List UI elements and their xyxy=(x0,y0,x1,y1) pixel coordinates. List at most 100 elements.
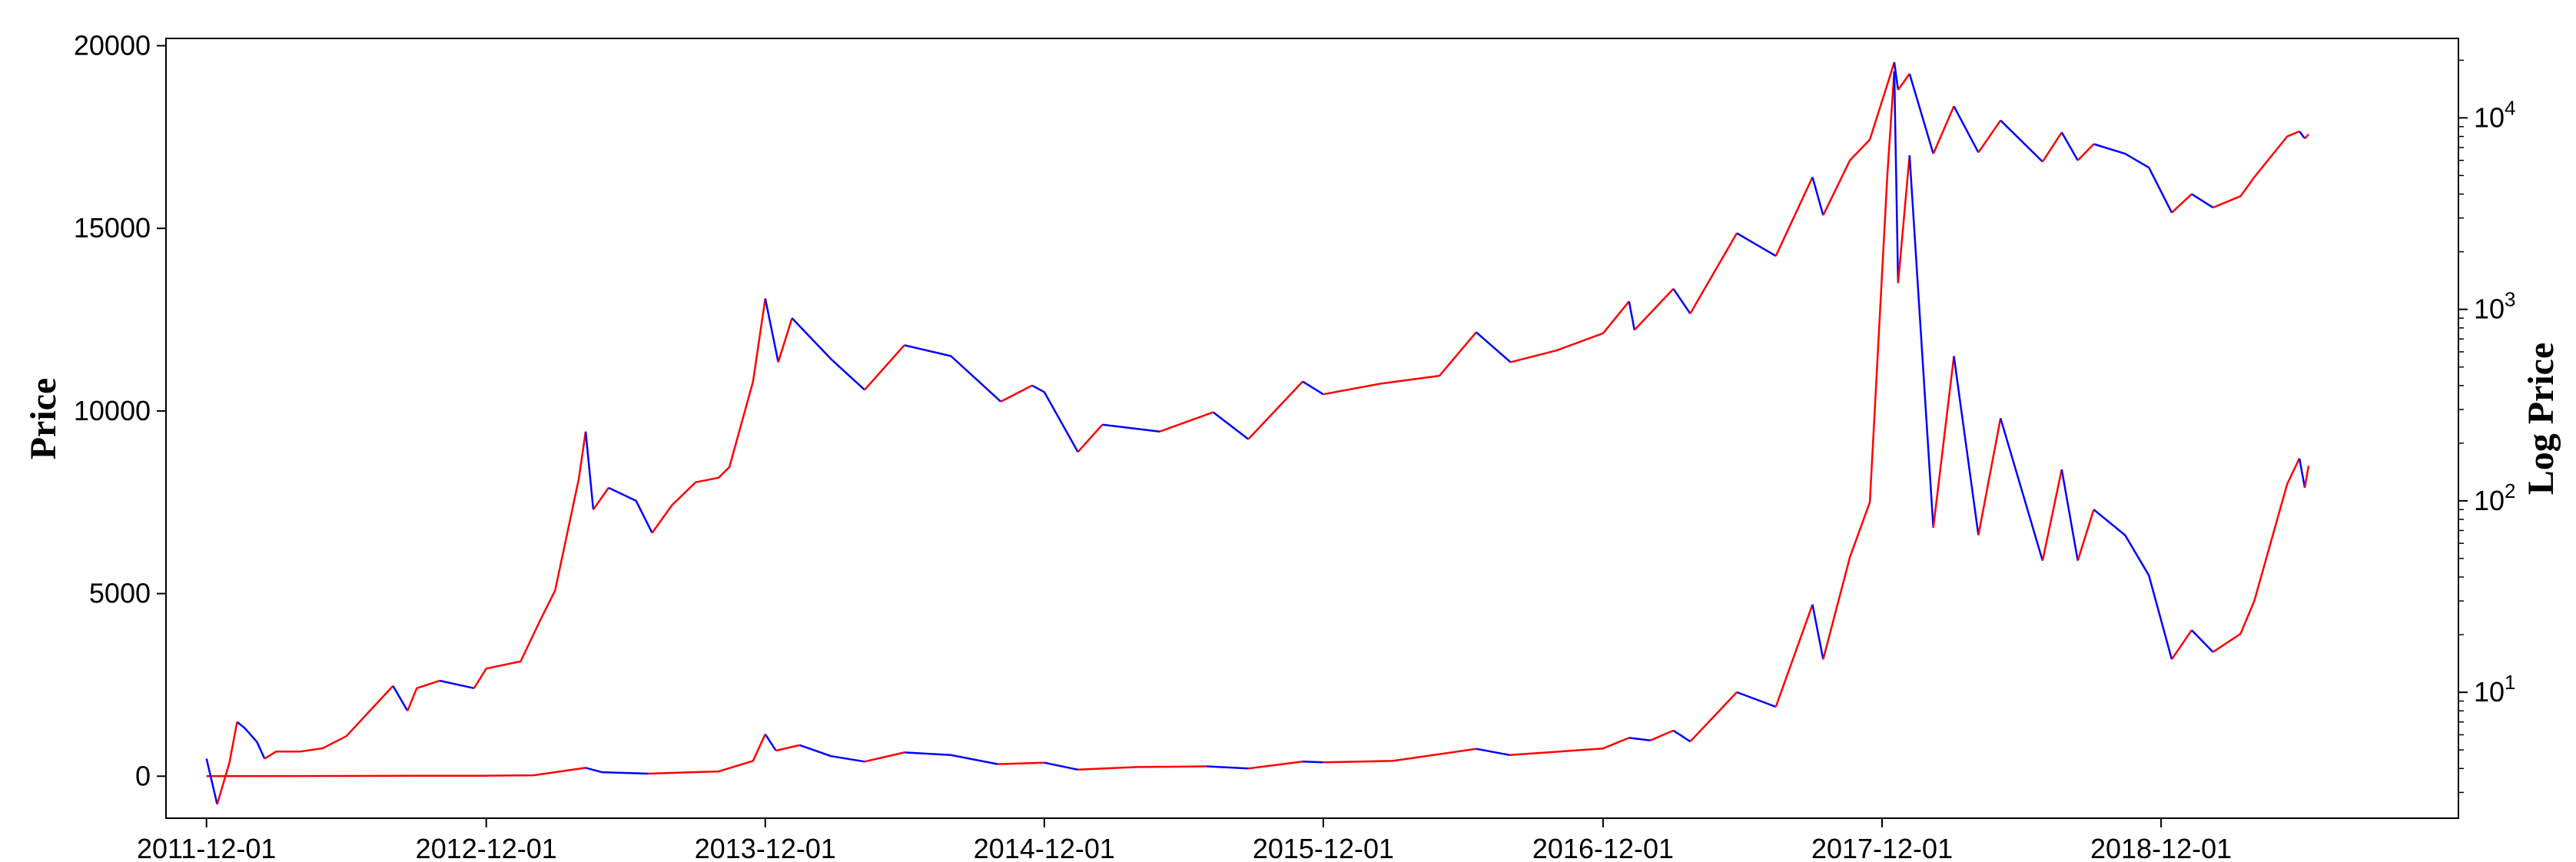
series-segment xyxy=(1323,748,1477,764)
series-segment xyxy=(1077,423,1104,453)
right-tick-label: 104 xyxy=(2474,96,2516,133)
series-segment xyxy=(775,744,800,752)
series-segment xyxy=(1323,331,1477,396)
series-segment xyxy=(205,758,218,805)
series-segment xyxy=(1953,356,1980,535)
right-y-axis-title: Log Price xyxy=(2521,343,2561,496)
series-segment xyxy=(2093,509,2173,660)
series-segment xyxy=(2060,131,2079,161)
x-tick-label: 2017-12-01 xyxy=(1811,833,1953,862)
series-segment xyxy=(1303,761,1323,764)
right-tick-label: 102 xyxy=(2474,479,2516,516)
x-tick-label: 2013-12-01 xyxy=(695,833,836,862)
series-segment xyxy=(1633,288,1675,331)
right-tick-label: 101 xyxy=(2474,671,2516,708)
series-segment xyxy=(1953,105,1980,153)
series-segment xyxy=(2000,418,2044,562)
left-tick-label: 10000 xyxy=(74,395,151,426)
series-segment xyxy=(1811,604,1824,660)
series-segment xyxy=(1159,411,1214,433)
series-segment xyxy=(1893,61,1900,91)
series-segment xyxy=(1248,761,1303,770)
x-tick-label: 2018-12-01 xyxy=(2090,833,2232,862)
series-segment xyxy=(1736,691,1777,708)
series-segment xyxy=(1893,71,1900,283)
series-segment xyxy=(2171,193,2193,214)
series-segment xyxy=(1650,729,1674,741)
right-y-axis: 101 102 103 104 xyxy=(2458,59,2516,794)
series-segment xyxy=(799,744,865,763)
x-tick-label: 2014-12-01 xyxy=(974,833,1115,862)
series-segment xyxy=(1044,761,1078,771)
series-segment xyxy=(2298,458,2306,489)
series-segment xyxy=(1077,765,1207,771)
series-segment xyxy=(473,431,587,689)
series-segment xyxy=(236,721,266,760)
x-tick-label: 2015-12-01 xyxy=(1253,833,1394,862)
series-segment xyxy=(1628,301,1636,330)
series-segment xyxy=(2303,465,2310,489)
series-segment xyxy=(1908,155,1934,529)
x-tick-label: 2016-12-01 xyxy=(1532,833,1674,862)
series-line-price xyxy=(206,71,2310,777)
series-segment xyxy=(2000,119,2043,163)
series-segment xyxy=(2299,131,2306,140)
plot-frame xyxy=(165,38,2459,819)
left-tick-label: 15000 xyxy=(74,212,151,244)
series-segment xyxy=(1476,748,1510,757)
series-segment xyxy=(2213,130,2300,209)
series-segment xyxy=(1476,331,1512,363)
series-segment xyxy=(1736,232,1777,257)
series-segment xyxy=(651,298,767,534)
series-segment xyxy=(764,734,777,751)
series-segment xyxy=(1102,423,1160,433)
series-segment xyxy=(592,487,609,511)
plot-lines xyxy=(205,61,2310,805)
left-tick-label: 20000 xyxy=(74,30,151,61)
series-segment xyxy=(2076,509,2095,562)
series-line-log-price xyxy=(205,61,2309,805)
series-segment xyxy=(1908,73,1934,154)
series-segment xyxy=(264,685,394,760)
x-tick-label: 2012-12-01 xyxy=(416,833,557,862)
series-segment xyxy=(1897,154,1911,283)
series-segment xyxy=(1932,105,1955,154)
series-segment xyxy=(1774,604,1814,708)
series-segment xyxy=(2076,143,2095,161)
series-segment xyxy=(1977,119,2002,154)
series-segment xyxy=(1672,288,1691,314)
series-segment xyxy=(608,486,653,534)
x-axis: 2011-12-01 2012-12-01 2013-12-01 2014-12-01… xyxy=(137,818,2232,862)
series-segment xyxy=(2060,469,2079,562)
series-segment xyxy=(2093,143,2173,214)
series-segment xyxy=(864,344,905,391)
series-segment xyxy=(1689,232,1738,314)
series-segment xyxy=(791,317,865,391)
series-segment xyxy=(1811,177,1824,216)
series-segment xyxy=(2191,193,2214,209)
series-segment xyxy=(206,767,586,777)
series-segment xyxy=(904,751,998,765)
series-segment xyxy=(648,734,766,775)
series-segment xyxy=(2041,469,2063,562)
series-segment xyxy=(1774,177,1814,257)
series-segment xyxy=(216,721,238,805)
series-segment xyxy=(1212,411,1250,440)
series-segment xyxy=(1510,300,1630,363)
series-segment xyxy=(1822,61,1896,216)
left-y-axis-title: Price xyxy=(23,378,64,460)
series-segment xyxy=(392,685,409,711)
right-tick-label: 103 xyxy=(2474,288,2516,325)
series-segment xyxy=(439,679,475,690)
series-segment xyxy=(2213,458,2301,653)
series-segment xyxy=(584,431,595,510)
series-segment xyxy=(2191,629,2214,653)
series-segment xyxy=(1977,418,2002,535)
series-segment xyxy=(1932,356,1955,529)
series-segment xyxy=(1822,71,1896,660)
series-segment xyxy=(1000,384,1033,403)
series-segment xyxy=(864,751,905,763)
series-segment xyxy=(1206,765,1249,770)
series-segment xyxy=(1689,691,1738,743)
